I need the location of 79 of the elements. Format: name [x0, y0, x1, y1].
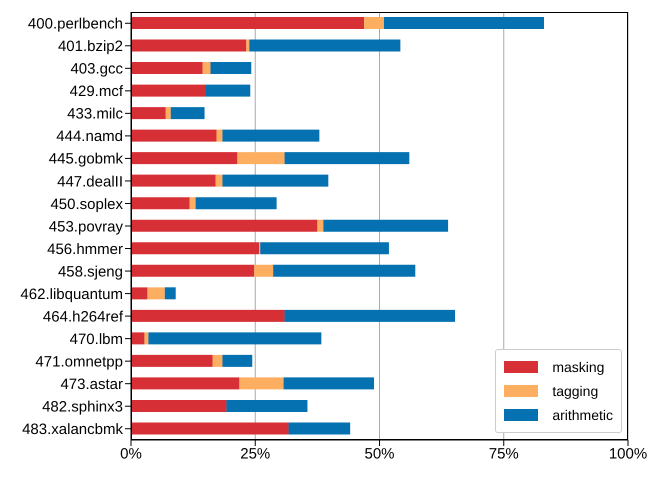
bar — [317, 220, 324, 232]
bar — [170, 107, 205, 120]
y-tick-label: 433.milc — [67, 106, 124, 123]
bar — [131, 400, 226, 412]
bar — [131, 40, 246, 52]
y-tick-label: 401.bzip2 — [58, 38, 123, 56]
bar — [222, 174, 328, 187]
bar — [131, 354, 213, 367]
bar — [131, 17, 364, 29]
x-tick-label: 0% — [120, 446, 142, 463]
bar — [190, 197, 196, 210]
y-tick-label: 445.gobmk — [48, 150, 124, 168]
bar — [164, 287, 176, 300]
bar — [166, 107, 171, 120]
bar — [284, 310, 456, 322]
bar — [147, 287, 165, 300]
y-tick-label: 400.perlbench — [28, 16, 123, 33]
y-tick-label: 458.sjeng — [58, 263, 123, 280]
bar — [131, 422, 289, 434]
y-tick-label: 453.povray — [48, 218, 124, 236]
bar — [202, 62, 211, 74]
bar — [364, 17, 384, 29]
bar — [205, 84, 250, 97]
bar — [246, 40, 250, 52]
x-tick-label: 25% — [240, 446, 270, 463]
bar — [148, 332, 322, 344]
y-tick-label: 444.namd — [56, 128, 123, 146]
bar — [131, 264, 254, 277]
bar — [323, 220, 448, 232]
x-tick-label: 100% — [608, 446, 648, 463]
bar — [249, 40, 400, 52]
bar — [131, 174, 216, 187]
bar — [384, 17, 544, 29]
bar — [260, 242, 389, 254]
bar — [196, 197, 277, 210]
legend-label: tagging — [552, 383, 598, 399]
bar — [131, 197, 190, 210]
y-tick-label: 470.lbm — [70, 330, 123, 348]
bar — [237, 152, 285, 164]
bar — [144, 332, 148, 344]
bar — [215, 174, 222, 187]
y-tick-label: 473.astar — [60, 376, 123, 394]
y-tick-label: 456.hmmer — [47, 240, 123, 258]
y-tick-label: 429.mcf — [70, 83, 124, 100]
y-tick-label: 450.soplex — [50, 196, 124, 213]
bar — [273, 264, 416, 277]
y-tick-label: 471.omnetpp — [35, 353, 123, 370]
bar — [254, 264, 274, 277]
bar — [288, 422, 350, 434]
bar — [226, 400, 308, 412]
bar — [284, 152, 410, 164]
y-tick-label: 464.h264ref — [42, 308, 124, 326]
bar — [131, 332, 144, 344]
bar — [131, 220, 318, 232]
y-tick-label: 447.dealII — [57, 173, 123, 190]
bar — [131, 62, 203, 74]
bar — [131, 84, 206, 97]
bar — [222, 354, 252, 367]
bar — [131, 107, 166, 120]
y-tick-label: 483.xalancbmk — [22, 421, 124, 438]
bar — [222, 130, 320, 142]
bar — [212, 354, 222, 367]
y-tick-label: 403.gcc — [70, 60, 124, 78]
x-tick-label: 75% — [488, 446, 519, 463]
y-tick-label: 482.sphinx3 — [42, 398, 123, 416]
bar — [210, 62, 252, 74]
bar — [131, 242, 260, 254]
bar — [131, 377, 240, 390]
bar — [131, 152, 238, 164]
bar — [216, 130, 222, 142]
bar — [131, 130, 216, 142]
legend-label: arithmetic — [552, 407, 613, 423]
legend-label: masking — [552, 359, 604, 375]
bar — [239, 377, 284, 390]
bar — [131, 287, 148, 300]
bar — [284, 377, 374, 390]
bar — [131, 310, 285, 322]
y-tick-label: 462.libquantum — [20, 286, 123, 303]
x-tick-label: 50% — [364, 446, 395, 463]
